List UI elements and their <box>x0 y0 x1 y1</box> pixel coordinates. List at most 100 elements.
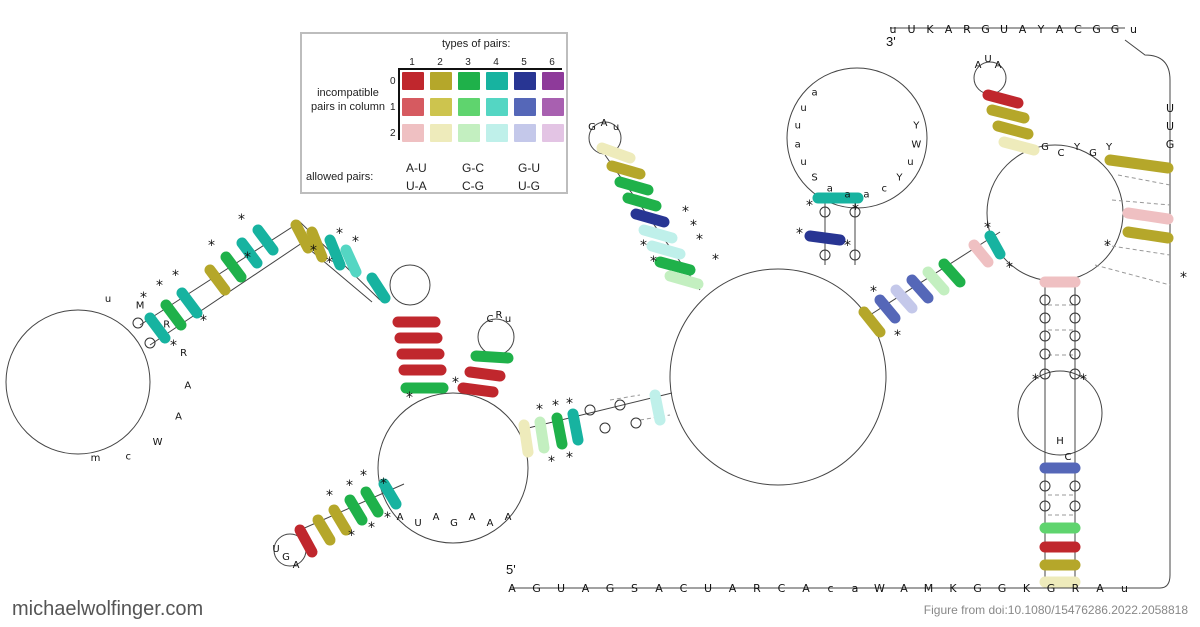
svg-text:*: * <box>352 234 359 250</box>
nucleotide-letter: G <box>981 23 990 36</box>
legend-pair-ug: U-G <box>518 179 540 193</box>
legend-swatch <box>486 98 508 116</box>
pair-bar <box>220 251 247 283</box>
svg-text:*: * <box>140 290 147 306</box>
legend-swatch <box>514 72 536 90</box>
nucleotide-letter: A <box>397 512 404 523</box>
svg-text:*: * <box>238 212 245 228</box>
base-pairs <box>144 89 1174 588</box>
pair-bar <box>906 274 934 304</box>
nucleotide-letter: a <box>827 183 833 194</box>
internal-loop-sequence: HC <box>1056 436 1071 463</box>
pair-bar <box>551 412 568 450</box>
pair-bar <box>464 366 506 382</box>
svg-text:*: * <box>650 254 657 270</box>
pair-bar <box>938 258 966 288</box>
three-prime-label: 3' <box>886 34 896 49</box>
pair-bar <box>1122 226 1174 244</box>
legend-swatch <box>542 72 564 90</box>
pair-bar <box>630 208 670 228</box>
svg-text:*: * <box>894 328 901 344</box>
nucleotide-letter: u <box>105 294 111 305</box>
svg-text:*: * <box>806 198 813 214</box>
svg-text:*: * <box>536 402 543 418</box>
figure-credit: Figure from doi:10.1080/15476286.2022.20… <box>923 603 1188 617</box>
legend-row-label: incompatible pairs in column <box>311 87 385 113</box>
nucleotide-letter: G <box>282 552 290 563</box>
hairpin-bottom-sequence: UGA <box>272 544 299 571</box>
nucleotide-letter: A <box>729 582 737 595</box>
pair-bar <box>344 494 368 526</box>
nucleotide-letter: U <box>1166 120 1174 133</box>
nucleotide-letter: u <box>1121 582 1128 595</box>
nucleotide-letter: u <box>795 121 801 132</box>
svg-text:*: * <box>690 218 697 234</box>
svg-text:*: * <box>368 520 375 536</box>
svg-text:*: * <box>336 226 343 242</box>
nucleotide-letter: A <box>505 512 512 523</box>
svg-text:*: * <box>796 226 803 242</box>
pair-bar <box>606 160 646 180</box>
pair-bar <box>160 299 187 331</box>
nucleotide-letter: U <box>414 518 421 529</box>
nucleotide-letter: a <box>845 189 851 200</box>
nucleotide-letter: a <box>852 582 859 595</box>
legend-pair-cg: C-G <box>462 179 484 193</box>
nucleotide-letter: A <box>802 582 810 595</box>
nucleotide-letter: G <box>1166 138 1175 151</box>
svg-text:*: * <box>156 278 163 294</box>
legend-column-number: 2 <box>437 57 443 68</box>
legend-column-number: 5 <box>521 57 527 68</box>
pair-bar <box>518 419 534 458</box>
nucleotide-letter: Y <box>1073 142 1081 153</box>
nucleotide-letter: M <box>136 301 145 312</box>
nucleotide-letter: a <box>863 189 869 200</box>
legend-swatch <box>542 124 564 142</box>
nucleotide-letter: C <box>680 582 688 595</box>
nucleotide-letter: G <box>450 518 458 529</box>
svg-text:*: * <box>548 454 555 470</box>
nucleotide-letter: Y <box>1037 23 1045 36</box>
pair-bar <box>654 256 696 276</box>
nucleotide-letter: M <box>924 582 934 595</box>
nucleotide-letter: c <box>827 582 833 595</box>
nucleotide-letter: A <box>601 118 608 129</box>
top-hairpin-loop <box>786 67 928 209</box>
nucleotide-letter: U <box>984 54 991 65</box>
svg-text:*: * <box>172 268 179 284</box>
pair-bar <box>144 312 171 344</box>
svg-text:*: * <box>346 478 353 494</box>
svg-text:*: * <box>1032 372 1039 388</box>
nucleotide-letter: C <box>778 582 786 595</box>
pair-bar <box>890 284 918 314</box>
nucleotide-letter: G <box>588 122 596 133</box>
pair-bar <box>874 294 901 324</box>
legend-column-number: 4 <box>493 57 499 68</box>
right-strand-sequence: UUG <box>1166 102 1175 151</box>
legend-swatch <box>514 98 536 116</box>
pair-bar <box>567 408 584 446</box>
pair-bar <box>614 176 654 196</box>
nucleotide-letter: u <box>907 157 913 168</box>
pair-bar <box>968 239 994 268</box>
svg-text:*: * <box>406 390 413 406</box>
svg-text:*: * <box>844 238 851 254</box>
nucleotide-letter: G <box>532 582 541 595</box>
nucleotide-letter: W <box>153 437 163 448</box>
pair-bar <box>306 226 328 263</box>
nucleotide-letter: U <box>1000 23 1008 36</box>
hairpin-small-left <box>389 264 431 306</box>
svg-text:*: * <box>170 338 177 354</box>
pair-bar <box>649 389 666 426</box>
pair-type-legend: types of pairs: 1 2 3 4 5 6 0 1 2 incompatible … <box>300 32 568 194</box>
nucleotide-letter: A <box>184 380 191 391</box>
nucleotide-letter: A <box>655 582 663 595</box>
pair-bar <box>992 120 1034 140</box>
legend-column-number: 1 <box>409 57 415 68</box>
nucleotide-letter: R <box>1072 582 1080 595</box>
nucleotide-letter: W <box>874 582 885 595</box>
legend-row-number: 1 <box>390 102 396 113</box>
